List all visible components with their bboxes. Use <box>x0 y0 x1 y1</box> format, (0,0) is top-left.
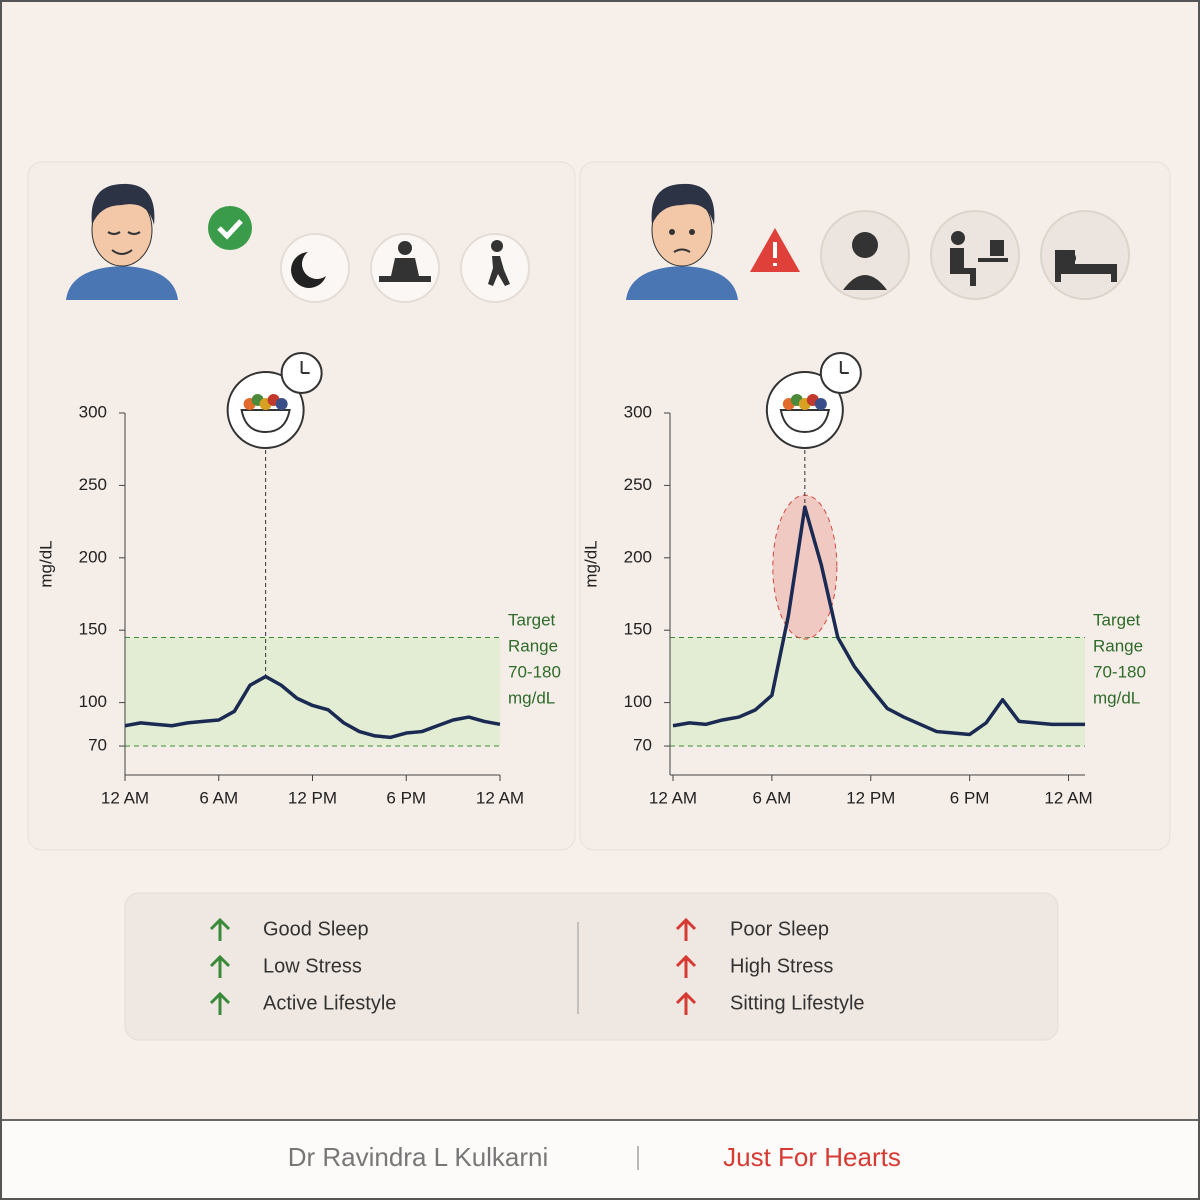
footer-brand: Just For Hearts <box>723 1142 901 1172</box>
legend-item: Active Lifestyle <box>263 992 396 1014</box>
target-label: Range <box>1093 636 1143 655</box>
target-band <box>125 637 500 747</box>
bed-icon <box>1055 250 1117 282</box>
food <box>814 398 827 410</box>
y-tick-label: 100 <box>79 692 107 711</box>
x-tick-label: 12 AM <box>476 788 524 807</box>
target-band <box>670 637 1085 747</box>
glucose-line <box>124 674 501 740</box>
y-tick-label: 70 <box>88 736 107 755</box>
food <box>275 398 288 410</box>
target-label: Target <box>508 610 556 629</box>
y-axis-label: mg/dL <box>581 540 600 587</box>
stress-icons <box>820 210 1130 300</box>
check-icon <box>208 206 252 250</box>
x-tick-label: 6 AM <box>199 788 238 807</box>
legend-item: Poor Sleep <box>730 918 829 940</box>
legend-arrow <box>675 917 697 941</box>
footer-bg <box>2 1120 1198 1198</box>
y-tick-label: 300 <box>624 402 652 421</box>
glucose-line <box>672 505 1085 737</box>
bowl <box>240 409 291 434</box>
legend-arrow <box>209 991 231 1015</box>
target-label: 70-180 <box>1093 662 1146 681</box>
y-tick-label: 200 <box>624 547 652 566</box>
y-tick-label: 250 <box>79 475 107 494</box>
desk-icon <box>950 231 1008 286</box>
footer-author: Dr Ravindra L Kulkarni <box>288 1142 549 1172</box>
legend-item: High Stress <box>730 955 833 977</box>
x-tick-label: 12 AM <box>101 788 149 807</box>
avatar-worried <box>626 183 738 300</box>
meditate-icon <box>379 241 431 282</box>
walk-icon <box>488 240 510 286</box>
clock-hands <box>839 361 849 374</box>
x-tick-label: 12 PM <box>846 788 895 807</box>
clock-hands <box>300 361 310 374</box>
y-tick-label: 100 <box>624 692 652 711</box>
legend-arrow <box>209 954 231 978</box>
y-tick-label: 200 <box>79 547 107 566</box>
target-label: 70-180 <box>508 662 561 681</box>
legend-arrow <box>675 991 697 1015</box>
legend-item: Low Stress <box>263 955 362 977</box>
legend-arrow <box>675 954 697 978</box>
y-axis-label: mg/dL <box>36 540 55 587</box>
moon-icon <box>291 252 326 288</box>
x-tick-label: 12 AM <box>1044 788 1092 807</box>
legend-arrow <box>209 917 231 941</box>
x-tick-label: 12 AM <box>649 788 697 807</box>
stress-head-icon <box>842 230 888 290</box>
x-tick-label: 6 AM <box>753 788 792 807</box>
target-label: mg/dL <box>1093 688 1140 707</box>
y-tick-label: 70 <box>633 736 652 755</box>
y-tick-label: 150 <box>79 620 107 639</box>
legend-item: Sitting Lifestyle <box>730 992 865 1014</box>
y-tick-label: 300 <box>79 402 107 421</box>
x-tick-label: 6 PM <box>386 788 426 807</box>
x-tick-label: 6 PM <box>950 788 990 807</box>
x-tick-label: 12 PM <box>288 788 337 807</box>
legend-box <box>124 892 1059 1041</box>
bowl <box>779 409 831 434</box>
legend-item: Good Sleep <box>263 918 369 940</box>
target-label: Range <box>508 636 558 655</box>
y-tick-label: 250 <box>624 475 652 494</box>
check-mark <box>217 219 243 240</box>
avatar-happy <box>66 183 178 300</box>
y-tick-label: 150 <box>624 620 652 639</box>
target-label: Target <box>1093 610 1141 629</box>
target-label: mg/dL <box>508 688 555 707</box>
